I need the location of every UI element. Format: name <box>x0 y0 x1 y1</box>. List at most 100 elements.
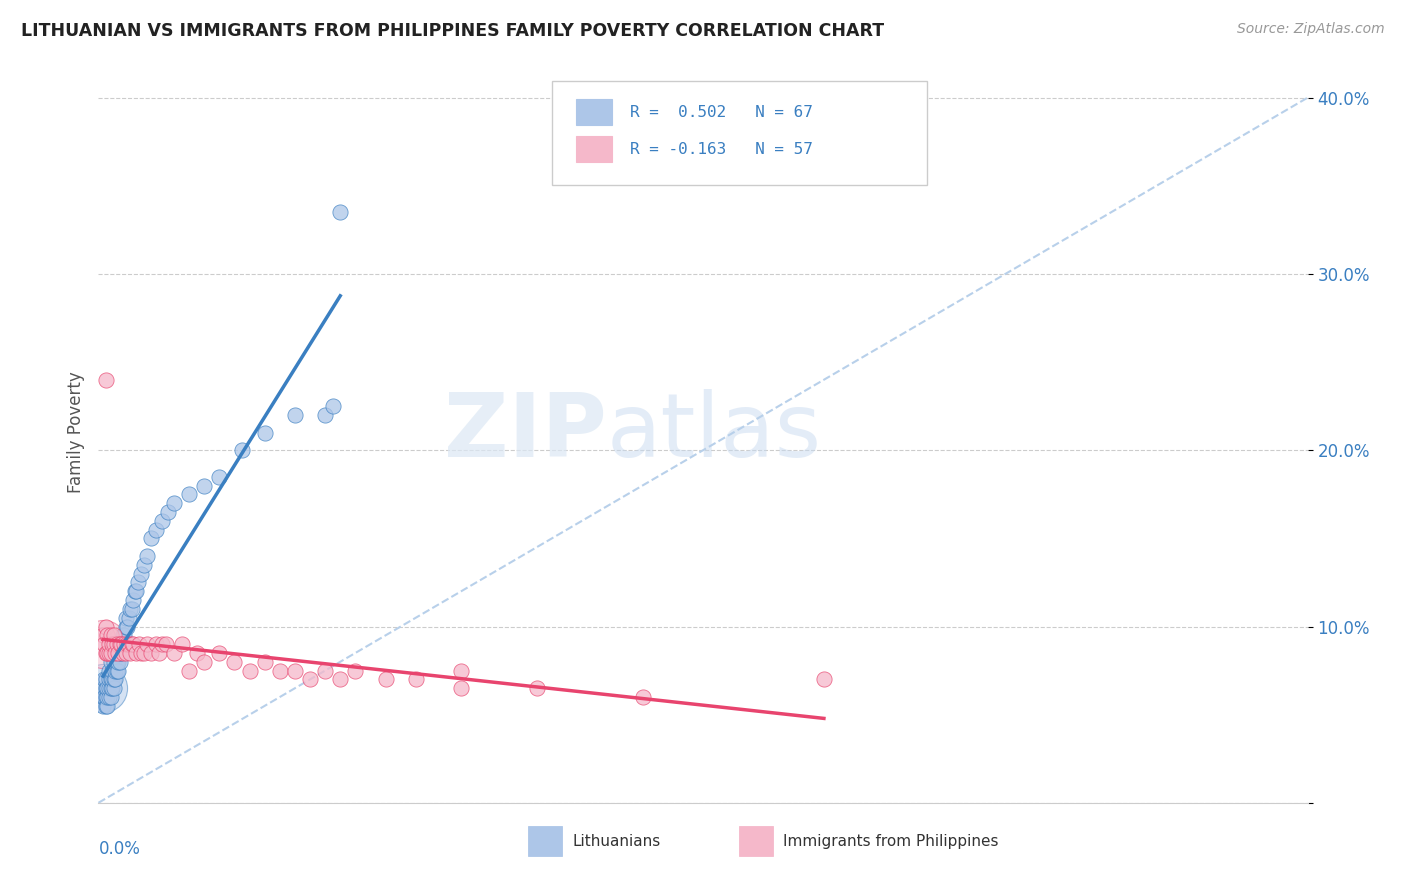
Point <box>100 681 122 696</box>
Point <box>120 646 142 660</box>
Point <box>150 514 173 528</box>
Point <box>101 664 124 678</box>
Point <box>104 664 127 678</box>
Point <box>94 681 117 696</box>
Point <box>100 673 122 687</box>
Point <box>101 681 124 696</box>
Point <box>98 690 121 704</box>
Point <box>150 637 173 651</box>
Point <box>231 443 253 458</box>
Point <box>94 646 117 660</box>
Point <box>98 637 121 651</box>
Point <box>105 646 128 660</box>
Point <box>100 646 122 660</box>
Point <box>526 681 548 696</box>
Point <box>163 646 186 660</box>
Point <box>94 698 117 713</box>
Point <box>124 584 146 599</box>
Point <box>114 610 136 624</box>
Point <box>110 637 132 651</box>
Point <box>100 628 122 642</box>
Bar <box>576 136 613 162</box>
Point <box>374 673 396 687</box>
Point <box>110 646 132 660</box>
Point <box>91 690 114 704</box>
Point <box>208 469 231 483</box>
Point <box>186 646 208 660</box>
Point <box>193 478 215 492</box>
Point <box>94 673 117 687</box>
Point <box>135 637 157 651</box>
Point <box>405 673 427 687</box>
Point <box>105 655 128 669</box>
Point <box>314 664 336 678</box>
Point <box>111 637 134 651</box>
Point <box>122 593 145 607</box>
Point <box>101 637 124 651</box>
Text: R =  0.502   N = 67: R = 0.502 N = 67 <box>630 104 813 120</box>
Point <box>108 637 131 651</box>
Point <box>329 673 352 687</box>
Point <box>322 399 344 413</box>
Point <box>329 205 352 219</box>
Point <box>115 619 138 633</box>
Point <box>125 646 148 660</box>
Point <box>93 673 115 687</box>
Point <box>98 673 121 687</box>
Text: Immigrants from Philippines: Immigrants from Philippines <box>783 834 998 849</box>
Point <box>96 628 118 642</box>
Point <box>269 664 291 678</box>
Point <box>98 646 121 660</box>
Point <box>94 373 117 387</box>
Point <box>208 646 231 660</box>
Point <box>145 523 167 537</box>
Point <box>96 681 118 696</box>
Point <box>450 681 472 696</box>
Point <box>103 628 125 642</box>
Point <box>108 646 131 660</box>
Point <box>96 698 118 713</box>
Text: LITHUANIAN VS IMMIGRANTS FROM PHILIPPINES FAMILY POVERTY CORRELATION CHART: LITHUANIAN VS IMMIGRANTS FROM PHILIPPINE… <box>21 22 884 40</box>
Point <box>813 673 835 687</box>
Text: Source: ZipAtlas.com: Source: ZipAtlas.com <box>1237 22 1385 37</box>
Point <box>118 610 141 624</box>
Point <box>135 549 157 563</box>
Point <box>314 408 336 422</box>
Text: ZIP: ZIP <box>443 389 606 476</box>
FancyBboxPatch shape <box>551 81 927 185</box>
Point <box>129 566 152 581</box>
Point <box>94 690 117 704</box>
Point <box>110 637 132 651</box>
Point <box>148 646 170 660</box>
Point <box>103 655 125 669</box>
Point <box>156 505 179 519</box>
Point <box>107 646 129 660</box>
Point <box>91 681 114 696</box>
Point <box>115 637 138 651</box>
Point <box>91 628 114 642</box>
Point <box>224 655 246 669</box>
Point <box>132 646 155 660</box>
Point <box>284 664 307 678</box>
Point <box>129 646 152 660</box>
Point <box>103 637 125 651</box>
Point <box>111 628 134 642</box>
Point <box>107 664 129 678</box>
Point <box>91 637 114 651</box>
Point <box>107 655 129 669</box>
Point <box>98 664 121 678</box>
Point <box>141 532 163 546</box>
Point <box>631 690 654 704</box>
Point <box>101 673 124 687</box>
Point <box>163 496 186 510</box>
Point <box>179 487 201 501</box>
Point <box>132 558 155 572</box>
Point <box>193 655 215 669</box>
Point <box>93 690 115 704</box>
Point <box>145 637 167 651</box>
Point <box>239 664 262 678</box>
Point <box>100 690 122 704</box>
Point <box>179 664 201 678</box>
Point <box>96 690 118 704</box>
Bar <box>576 99 613 126</box>
